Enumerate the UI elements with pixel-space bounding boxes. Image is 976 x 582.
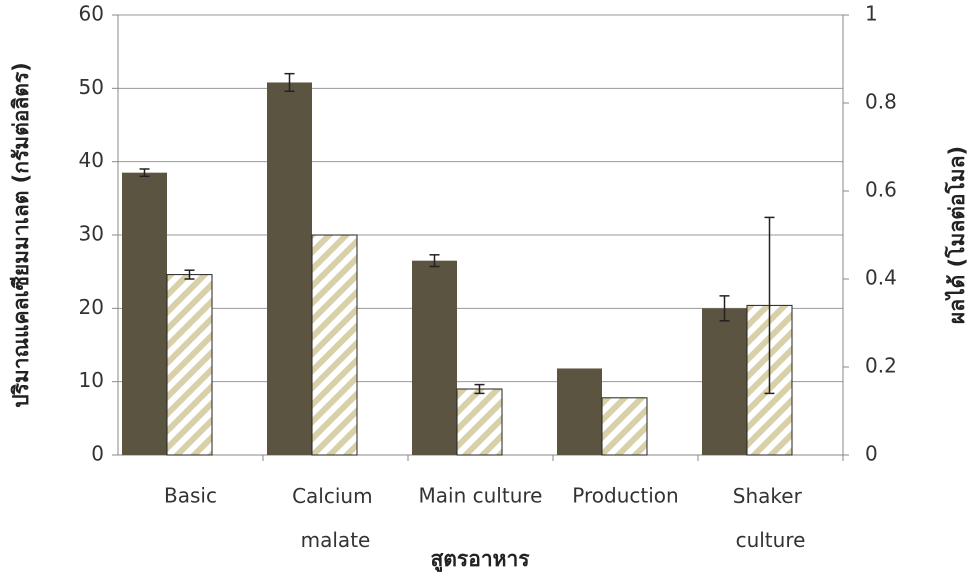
y2-tick-label: 0.6 bbox=[865, 178, 897, 202]
y2-tick-label: 0.2 bbox=[865, 354, 897, 378]
y2-tick-label: 0.4 bbox=[865, 266, 897, 290]
bar bbox=[311, 234, 358, 456]
bar bbox=[166, 274, 213, 456]
y2-tick-label: 1 bbox=[865, 2, 878, 26]
y2-axis-title: ผลได้ (โมลต่อโมล) bbox=[944, 146, 969, 324]
bar bbox=[601, 397, 648, 456]
bar bbox=[267, 82, 312, 455]
bar bbox=[412, 260, 457, 455]
y-tick-label: 30 bbox=[79, 222, 104, 246]
bar bbox=[557, 368, 602, 455]
bar bbox=[702, 308, 747, 455]
x-tick-label: Basic bbox=[164, 484, 217, 508]
x-tick-label: Production bbox=[572, 484, 678, 508]
y2-tick-label: 0 bbox=[865, 442, 878, 466]
y-tick-label: 40 bbox=[79, 148, 104, 172]
bar bbox=[456, 388, 503, 456]
x-axis-title: สูตรอาหาร bbox=[430, 547, 530, 573]
y-axis-title: ปริมาณแคลเซียมมาเลต (กรัมต่อลิตร) bbox=[9, 62, 33, 407]
x-tick-label: Shaker culture bbox=[733, 484, 808, 552]
y-tick-label: 10 bbox=[79, 368, 104, 392]
y2-tick-label: 0.8 bbox=[865, 90, 897, 114]
y-tick-label: 20 bbox=[79, 295, 104, 319]
y-tick-label: 60 bbox=[79, 2, 104, 26]
y-tick-label: 50 bbox=[79, 75, 104, 99]
x-tick-label: Main culture bbox=[419, 484, 543, 508]
bar bbox=[122, 172, 167, 455]
x-tick-label: Calcium malate bbox=[292, 484, 379, 552]
y-tick-label: 0 bbox=[91, 442, 104, 466]
